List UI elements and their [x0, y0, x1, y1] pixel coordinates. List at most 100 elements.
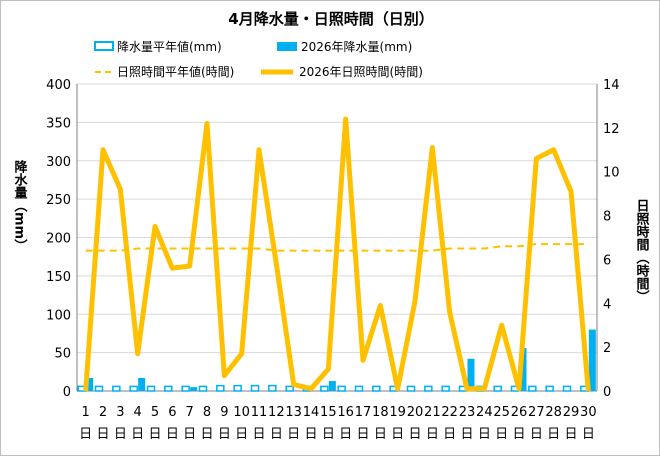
series-sunshine: [83, 116, 591, 392]
bar-precip-normal: [94, 385, 104, 392]
y-tick-label-right: 4: [603, 297, 611, 312]
bar-precip-normal: [545, 385, 554, 392]
y-tick-label-left: 200: [46, 232, 71, 247]
x-tick-label: 30: [580, 405, 597, 420]
x-tick-label: 2: [99, 405, 107, 420]
x-tick-label: 10: [233, 405, 250, 420]
x-tick-label: 21: [424, 405, 441, 420]
legend-label-precip-normal: 降水量平年値(mm): [117, 39, 222, 54]
bar-precip-normal: [198, 385, 208, 392]
x-tick-suffix: 日: [287, 427, 300, 442]
x-tick-label: 7: [186, 405, 194, 420]
bar-precip-normal: [406, 385, 416, 392]
x-tick-label: 16: [337, 405, 354, 420]
x-tick-label: 18: [372, 405, 389, 420]
x-tick-label: 19: [389, 405, 406, 420]
x-tick-label: 6: [168, 405, 176, 420]
bar-precip-normal: [250, 384, 260, 392]
x-tick-label: 28: [545, 405, 562, 420]
x-tick-label: 23: [459, 405, 476, 420]
y-tick-label-right: 0: [603, 385, 611, 400]
x-tick-suffix: 日: [148, 427, 161, 442]
y-axis-label-left: 降水量（mm）: [12, 159, 29, 252]
y-tick-label-left: 50: [54, 347, 71, 362]
y-tick-label-left: 300: [46, 155, 71, 170]
x-tick-label: 1: [82, 405, 90, 420]
x-tick-label: 9: [220, 405, 228, 420]
x-tick-label: 4: [134, 405, 142, 420]
x-tick-label: 25: [493, 405, 510, 420]
bar-precip-normal: [337, 385, 346, 392]
line-sun-2026: [83, 116, 591, 392]
bar-precip-normal: [216, 384, 225, 392]
bar-precip-normal: [129, 385, 138, 392]
bar-precip-normal: [112, 385, 121, 392]
y-tick-label-right: 2: [603, 341, 611, 356]
y-tick-label-right: 6: [603, 253, 611, 268]
legend-label-precip-2026: 2026年降水量(mm): [301, 40, 412, 54]
x-tick-label: 20: [407, 405, 424, 420]
x-tick-suffix: 日: [183, 427, 196, 442]
x-tick-suffix: 日: [460, 427, 473, 442]
x-tick-suffix: 日: [79, 427, 92, 442]
bar-precip-normal: [320, 385, 329, 392]
y-tick-label-left: 100: [46, 308, 71, 323]
x-tick-suffix: 日: [304, 427, 317, 442]
y-axis-left: 0 50 100 150 200 250 300 350 400: [46, 78, 71, 400]
bar-precip-normal: [354, 385, 364, 392]
bar-precip-normal: [424, 385, 433, 392]
x-tick-suffix: 日: [96, 427, 109, 442]
y-tick-label-right: 10: [603, 166, 620, 181]
legend-label-sun-normal: 日照時間平年値(時間): [117, 64, 234, 79]
y-tick-label-right: 12: [603, 122, 620, 137]
x-tick-label: 24: [476, 405, 493, 420]
x-tick-label: 29: [563, 405, 580, 420]
bar-precip-normal: [493, 385, 502, 392]
bar-precip-normal: [372, 385, 381, 392]
x-tick-suffix: 日: [478, 427, 491, 442]
x-tick-suffix: 日: [495, 427, 508, 442]
legend-label-sun-2026: 2026年日照時間(時間): [299, 65, 423, 79]
bar-precip-2026: [138, 377, 146, 391]
bar-precip-normal: [233, 384, 242, 392]
x-tick-label: 14: [303, 405, 320, 420]
x-tick-suffix: 日: [200, 427, 213, 442]
y-tick-label-left: 250: [46, 193, 71, 208]
y-tick-label-right: 8: [603, 210, 611, 225]
bar-precip-2026: [190, 387, 198, 391]
x-tick-suffix: 日: [114, 427, 127, 442]
bar-precip-2026: [467, 358, 475, 391]
x-tick-label: 5: [151, 405, 159, 420]
y-tick-label-right: 14: [603, 78, 620, 93]
x-tick-label: 26: [511, 405, 528, 420]
x-tick-suffix: 日: [408, 427, 421, 442]
x-tick-suffix: 日: [252, 427, 265, 442]
bar-precip-2026: [86, 377, 94, 391]
x-tick-suffix: 日: [322, 427, 335, 442]
bar-precip-2026: [588, 329, 596, 391]
x-tick-label: 27: [528, 405, 545, 420]
chart-title: 4月降水量・日照時間（日別）: [228, 10, 433, 28]
y-tick-label-left: 150: [46, 270, 71, 285]
legend-swatch-precip-normal: [94, 41, 114, 51]
y-tick-label-left: 400: [46, 78, 71, 93]
bar-precip-normal: [181, 385, 190, 392]
bar-precip-normal: [285, 385, 294, 392]
bar-precip-normal: [146, 385, 156, 392]
series-precip-normal: [77, 384, 589, 392]
bar-precip-normal: [268, 384, 277, 392]
x-tick-suffix: 日: [356, 427, 369, 442]
x-tick-label: 13: [285, 405, 302, 420]
x-tick-label: 17: [355, 405, 372, 420]
x-tick-suffix: 日: [443, 427, 456, 442]
x-tick-label: 3: [116, 405, 124, 420]
x-tick-suffix: 日: [564, 427, 577, 442]
x-tick-suffix: 日: [582, 427, 595, 442]
x-tick-suffix: 日: [166, 427, 179, 442]
x-axis: 1日2日3日4日5日6日7日8日9日10日11日12日13日14日15日16日1…: [79, 405, 596, 442]
y-tick-label-left: 0: [63, 385, 71, 400]
x-tick-suffix: 日: [339, 427, 352, 442]
x-tick-suffix: 日: [547, 427, 560, 442]
